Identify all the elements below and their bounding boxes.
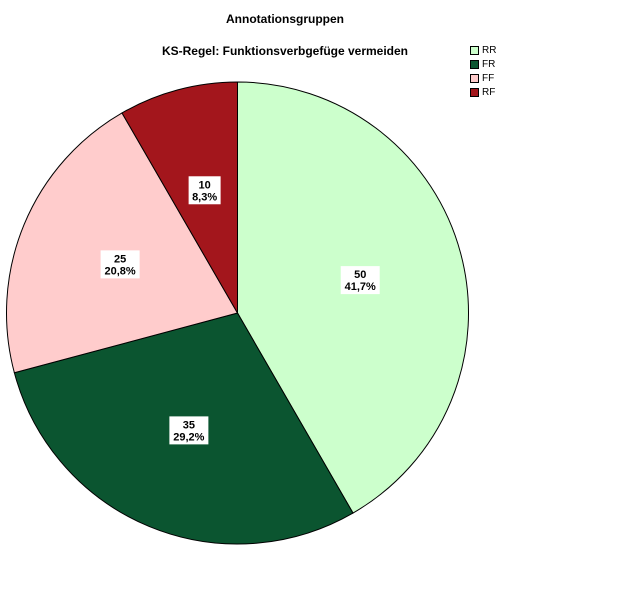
chart-title: Annotationsgruppen [226, 12, 344, 26]
slice-label-box [340, 266, 380, 295]
slice-label-rf: 108,3% [188, 176, 221, 205]
slice-label-box [169, 416, 209, 445]
slice-value-label: 35 [183, 419, 195, 431]
legend-label: RR [482, 44, 497, 56]
legend-item-ff: FF [470, 71, 496, 85]
legend-item-fr: FR [470, 57, 496, 71]
legend-swatch [470, 73, 479, 83]
slice-percent-label: 8,3% [192, 191, 217, 203]
slice-percent-label: 29,2% [173, 431, 204, 443]
pie-slice-ff [6, 112, 239, 374]
slice-value-label: 10 [198, 179, 210, 191]
chart-legend: RR FR FF RF [470, 43, 496, 99]
chart-subtitle: KS-Regel: Funktionsverbgefüge vermeiden [161, 44, 409, 58]
pie-slice-rr [237, 81, 469, 514]
slice-percent-label: 41,7% [345, 281, 376, 293]
legend-label: FR [482, 58, 496, 70]
slice-percent-label: 20,8% [105, 265, 136, 277]
slice-value-label: 25 [114, 253, 126, 265]
legend-item-rf: RF [470, 85, 496, 99]
legend-item-rr: RR [470, 43, 496, 57]
slice-label-box [100, 250, 140, 279]
legend-label: FF [482, 72, 495, 84]
legend-swatch [470, 87, 479, 97]
legend-label: RF [482, 86, 496, 98]
legend-swatch [470, 59, 479, 69]
slice-label-box [188, 176, 221, 205]
slice-value-label: 50 [354, 269, 366, 281]
pie-slice-rf [121, 81, 238, 315]
legend-swatch [470, 45, 479, 55]
